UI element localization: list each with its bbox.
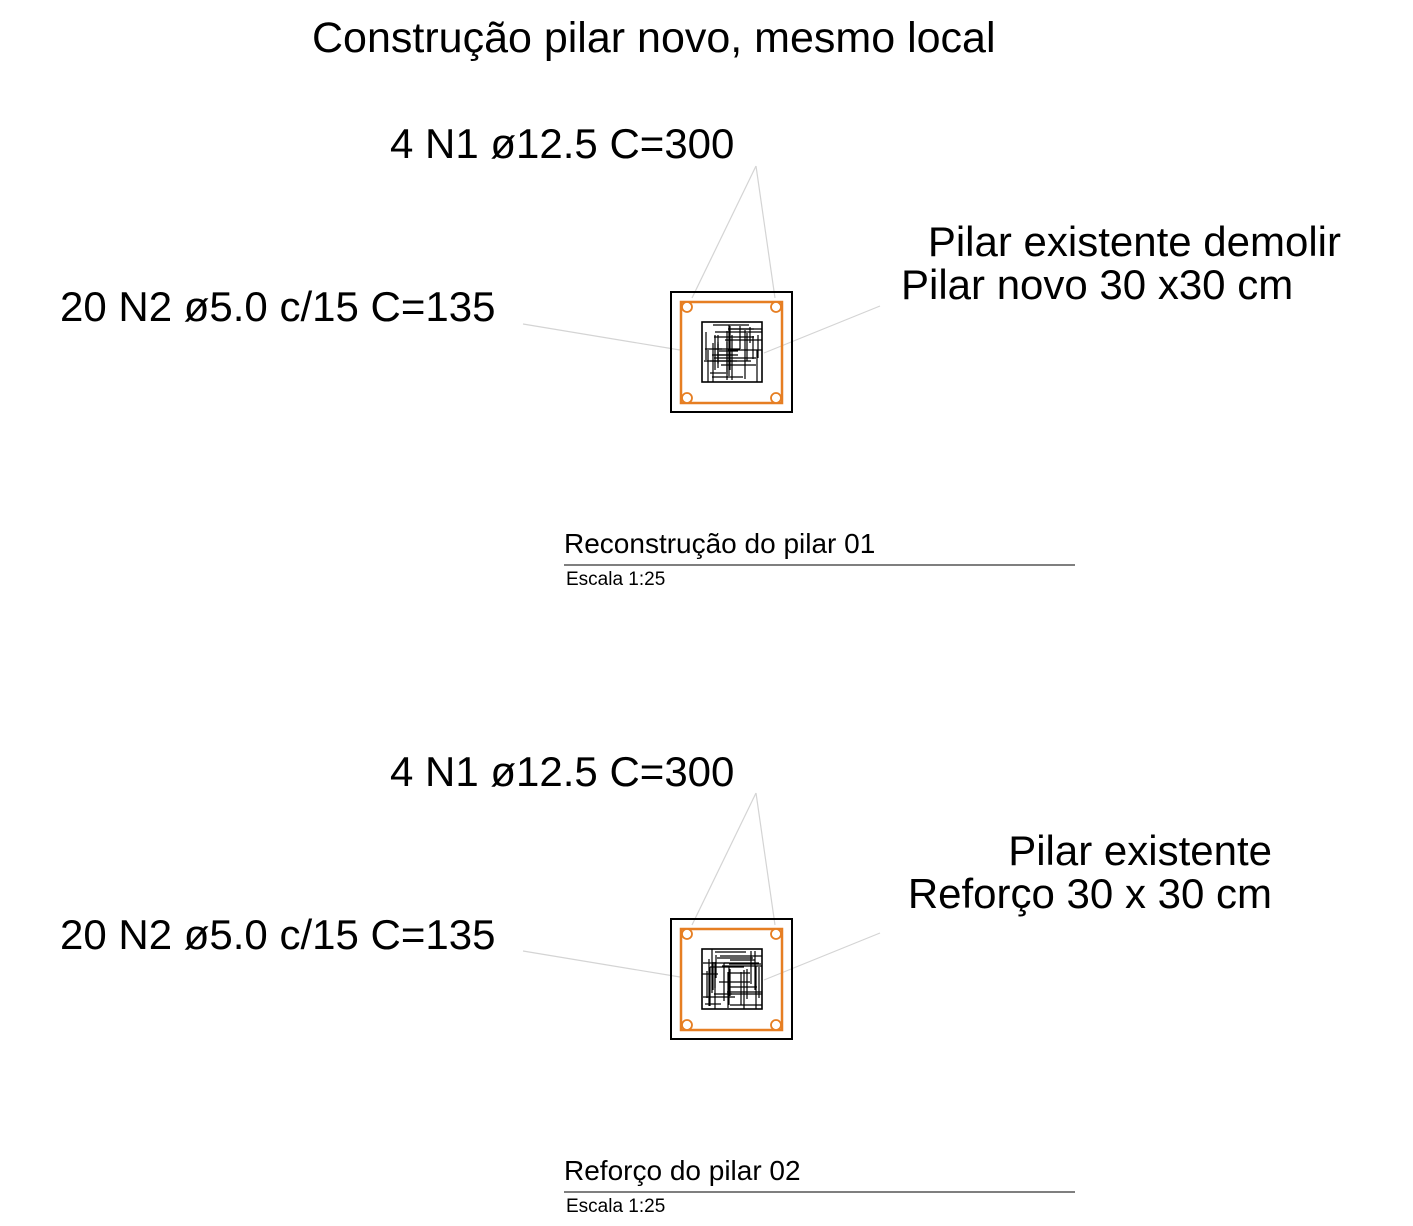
rebar-2-br bbox=[770, 1019, 782, 1031]
leader-stirrup-1 bbox=[522, 323, 681, 351]
rebar-1-br bbox=[770, 392, 782, 404]
column-outline-2 bbox=[670, 918, 793, 1040]
detail-title-1: Reconstrução do pilar 01 bbox=[564, 528, 876, 559]
hatch-border bbox=[701, 321, 763, 383]
detail-title-2: Reforço do pilar 02 bbox=[564, 1155, 801, 1186]
longitudinal-bars-label-2: 4 N1 ø12.5 C=300 bbox=[390, 748, 735, 795]
page-title: Construção pilar novo, mesmo local bbox=[312, 14, 996, 62]
rebar-1-tl bbox=[681, 301, 693, 313]
column-section-1 bbox=[522, 165, 881, 413]
column-section-2 bbox=[522, 792, 881, 1040]
rebar-1-tr bbox=[770, 301, 782, 313]
stirrup-label-2: 20 N2 ø5.0 c/15 C=135 bbox=[60, 911, 496, 958]
detail-scale-2: Escala 1:25 bbox=[566, 1196, 666, 1217]
stirrup-2 bbox=[679, 927, 784, 1032]
leader-description-2 bbox=[763, 932, 881, 981]
detail-scale-1: Escala 1:25 bbox=[566, 569, 666, 590]
rebar-2-tl bbox=[681, 928, 693, 940]
leader-stirrup-2 bbox=[522, 950, 681, 978]
description-line1-2: Pilar existente bbox=[1008, 827, 1272, 874]
hatch-border bbox=[701, 948, 763, 1010]
description-line2-1: Pilar novo 30 x30 cm bbox=[901, 261, 1294, 308]
leader-longitudinal-2b bbox=[755, 792, 776, 926]
concrete-hatch-1 bbox=[701, 321, 763, 383]
leader-longitudinal-1b bbox=[755, 165, 776, 299]
stirrup-label-1: 20 N2 ø5.0 c/15 C=135 bbox=[60, 283, 496, 330]
leader-longitudinal-1a bbox=[691, 165, 757, 299]
column-outline-1 bbox=[670, 291, 793, 413]
rebar-2-bl bbox=[681, 1019, 693, 1031]
concrete-hatch-2 bbox=[701, 948, 763, 1010]
rebar-1-bl bbox=[681, 392, 693, 404]
rebar-2-tr bbox=[770, 928, 782, 940]
description-line1-1: Pilar existente demolir bbox=[927, 218, 1341, 265]
stirrup-1 bbox=[679, 300, 784, 405]
leader-longitudinal-2a bbox=[691, 792, 757, 926]
leader-description-1 bbox=[763, 305, 881, 354]
description-line2-2: Reforço 30 x 30 cm bbox=[907, 870, 1272, 917]
longitudinal-bars-label-1: 4 N1 ø12.5 C=300 bbox=[390, 120, 735, 167]
